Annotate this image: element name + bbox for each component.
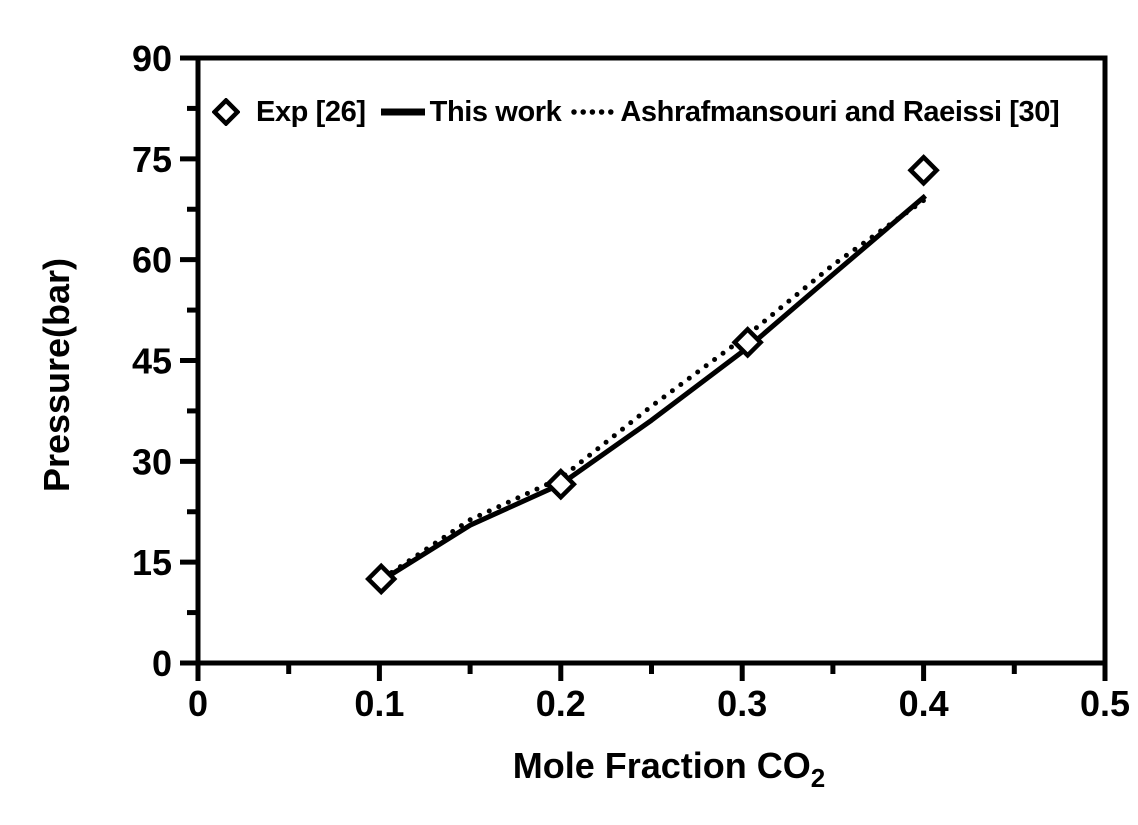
series-line-ashrafmansouri-raeissi-30 (380, 196, 928, 581)
series-marker-exp-26 (544, 468, 577, 501)
series-marker-exp-26 (365, 562, 398, 596)
x-axis-title-text: Mole Fraction CO (512, 745, 811, 786)
y-tick-label: 90 (132, 38, 172, 79)
legend: Exp [26] This work Ashrafmansouri and Ra… (212, 90, 1060, 134)
legend-item-this-work: This work (379, 96, 562, 129)
y-axis-title: Pressure(bar) (36, 257, 77, 493)
solid-line-icon (380, 108, 425, 116)
x-axis-title: Mole Fraction CO2 (0, 745, 1138, 793)
legend-label-exp: Exp [26] (256, 95, 366, 128)
y-tick-label: 45 (132, 341, 172, 382)
dotted-line-icon (571, 109, 617, 115)
y-tick-label: 15 (132, 542, 172, 583)
x-axis-title-subscript: 2 (810, 763, 826, 793)
legend-label-this-work: This work (429, 95, 562, 128)
y-tick-label: 60 (132, 240, 172, 281)
x-tick-label: 0.1 (354, 683, 404, 724)
legend-label-ashraf: Ashrafmansouri and Raeissi [30] (620, 95, 1060, 128)
legend-item-ashraf: Ashrafmansouri and Raeissi [30] (570, 95, 1060, 129)
x-tick-label: 0.5 (1080, 683, 1130, 724)
x-tick-label: 0.3 (717, 683, 767, 724)
plot-border (195, 55, 1108, 666)
open-diamond-icon (212, 98, 240, 126)
y-tick-label: 30 (132, 441, 172, 482)
series-marker-exp-26 (731, 326, 764, 359)
legend-item-exp: Exp [26] (212, 96, 366, 129)
x-tick-label: 0.4 (899, 683, 949, 724)
y-tick-label: 75 (132, 139, 172, 180)
x-tick-label: 0.2 (536, 683, 586, 724)
y-tick-label: 0 (152, 643, 172, 684)
x-tick-label: 0 (188, 683, 208, 724)
series-marker-exp-26 (907, 154, 940, 187)
series-line-this-work (381, 193, 928, 582)
